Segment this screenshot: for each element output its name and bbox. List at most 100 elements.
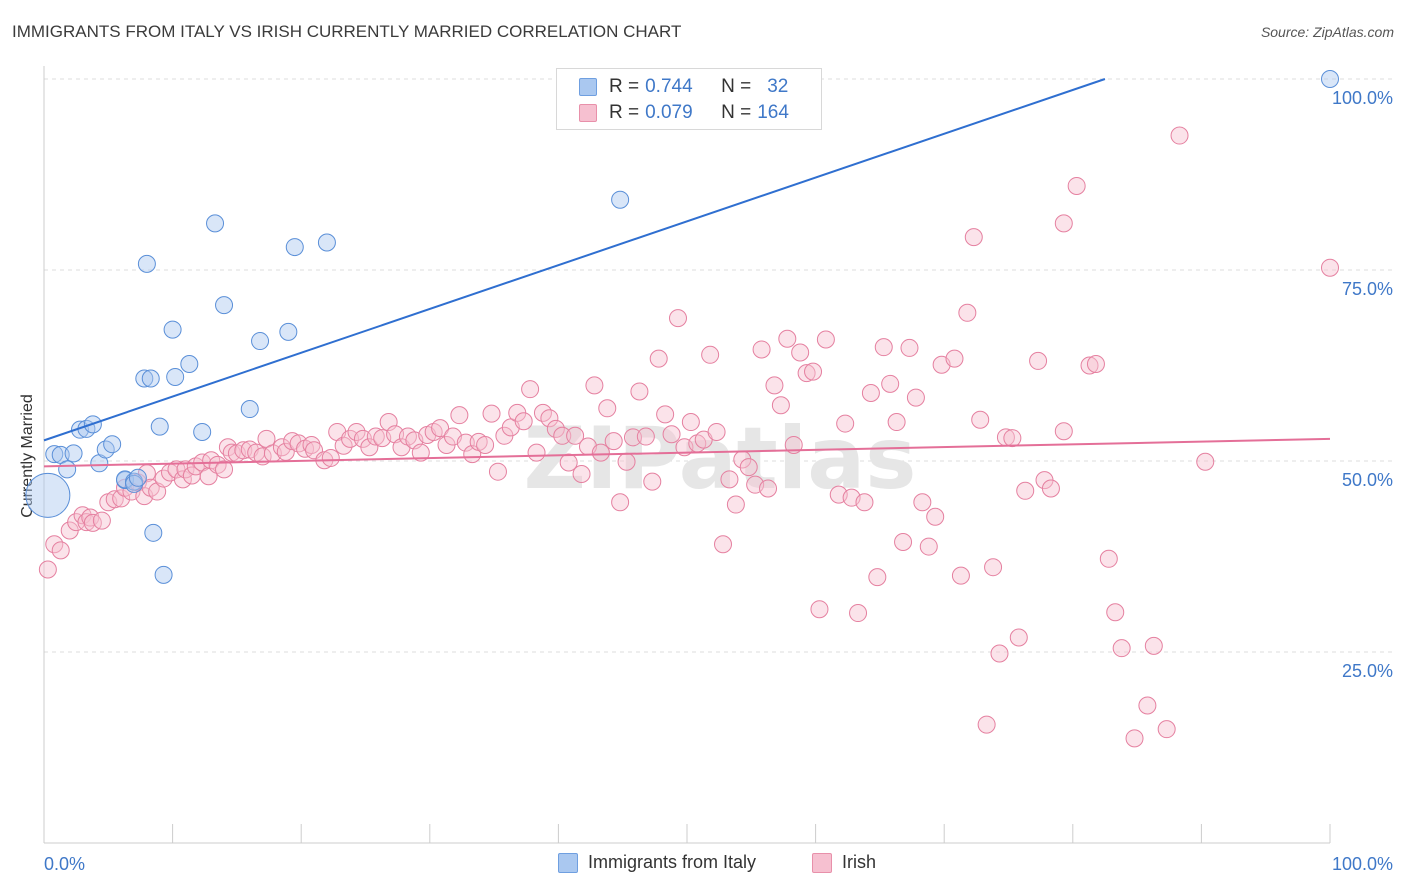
irish-point — [887, 413, 906, 432]
irish-point — [1029, 351, 1048, 370]
irish-point — [855, 493, 874, 512]
irish-point — [894, 532, 913, 551]
irish-point — [791, 343, 810, 362]
irish-point — [656, 405, 675, 424]
irish-swatch — [579, 104, 597, 122]
irish-point — [958, 303, 977, 322]
irish-point — [1144, 636, 1163, 655]
irish-point — [784, 435, 803, 454]
irish-point — [1170, 126, 1189, 145]
irish-point — [51, 541, 70, 560]
irish-point — [341, 429, 360, 448]
irish-point — [900, 338, 919, 357]
axis-layer — [43, 66, 1331, 844]
italy-point — [150, 417, 169, 436]
irish-point — [1099, 549, 1118, 568]
irish-point — [720, 470, 739, 489]
irish-point — [482, 404, 501, 423]
irish-point — [148, 482, 167, 501]
irish-point — [1157, 720, 1176, 739]
irish-point — [1054, 422, 1073, 441]
irish-point — [701, 345, 720, 364]
irish-point — [804, 362, 823, 381]
italy-trend-line — [43, 78, 1106, 442]
irish-point — [105, 490, 124, 509]
irish-point — [92, 511, 111, 530]
italy-legend-swatch — [558, 852, 578, 873]
trend-layer — [43, 78, 1331, 468]
irish-point — [521, 380, 540, 399]
irish-point — [81, 508, 100, 527]
irish-point — [868, 568, 887, 587]
irish-point — [540, 409, 559, 428]
y-tick-label: 50.0% — [1342, 470, 1393, 490]
irish-point — [906, 388, 925, 407]
irish-point — [1067, 176, 1086, 195]
italy-point — [215, 296, 234, 315]
correlation-legend: R = 0.744 N = 32 R = 0.079 N = 164 — [556, 68, 822, 130]
italy-point — [285, 238, 304, 257]
italy-point — [64, 444, 83, 463]
irish-point — [347, 422, 366, 441]
irish-point — [984, 558, 1003, 577]
irish-point — [759, 479, 778, 498]
irish-point — [215, 460, 234, 479]
irish-point — [964, 228, 983, 247]
irish-point — [476, 435, 495, 454]
irish-point — [765, 376, 784, 395]
irish-point — [1016, 481, 1035, 500]
irish-point — [668, 309, 687, 328]
italy-point — [317, 233, 336, 252]
legend-n-value: 32 — [767, 76, 789, 97]
italy-point — [141, 369, 160, 388]
irish-point — [990, 644, 1009, 663]
y-tick-label: 25.0% — [1342, 661, 1393, 681]
irish-point — [752, 340, 771, 359]
italy-point — [611, 190, 630, 209]
irish-point — [514, 412, 533, 431]
italy-point — [137, 254, 156, 273]
irish-point — [1321, 258, 1339, 277]
legend-r-value: 0.079 — [645, 102, 693, 123]
irish-point — [861, 384, 880, 403]
irish-point — [971, 410, 990, 429]
irish-point — [585, 376, 604, 395]
legend-row-irish: R = 0.079 N = 164 — [579, 100, 789, 126]
irish-point — [836, 414, 855, 433]
legend-r-label: R = — [609, 102, 640, 123]
irish-point — [611, 493, 630, 512]
irish-point — [360, 438, 379, 457]
irish-point — [849, 604, 868, 623]
irish-point — [919, 537, 938, 556]
italy-point — [103, 435, 122, 454]
italy-point — [279, 322, 298, 341]
irish-point — [714, 535, 733, 554]
irish-point — [874, 338, 893, 357]
irish-point — [726, 495, 745, 514]
irish-point — [202, 451, 221, 470]
italy-point — [45, 445, 64, 464]
irish-point — [1054, 214, 1073, 233]
irish-point — [604, 432, 623, 451]
irish-point — [643, 472, 662, 491]
irish-point — [707, 422, 726, 441]
chart-title: IMMIGRANTS FROM ITALY VS IRISH CURRENTLY… — [12, 22, 682, 41]
irish-point — [411, 443, 430, 462]
irish-point — [816, 330, 835, 349]
irish-point — [778, 329, 797, 348]
legend-n-value: 164 — [757, 102, 789, 123]
bottom-legend-italy: Immigrants from Italy — [558, 852, 756, 873]
irish-point — [431, 419, 450, 438]
legend-row-italy: R = 0.744 N = 32 — [579, 74, 788, 100]
irish-legend-swatch — [812, 852, 832, 873]
italy-point — [1321, 70, 1339, 88]
italy-point — [128, 468, 147, 487]
italy-point — [135, 369, 154, 388]
irish-point — [797, 364, 816, 383]
chart-source: Source: ZipAtlas.com — [1260, 24, 1394, 40]
italy-point — [163, 320, 182, 339]
italy-swatch — [579, 78, 597, 96]
irish-point — [598, 399, 617, 418]
x-tick-label: 0.0% — [44, 854, 85, 874]
